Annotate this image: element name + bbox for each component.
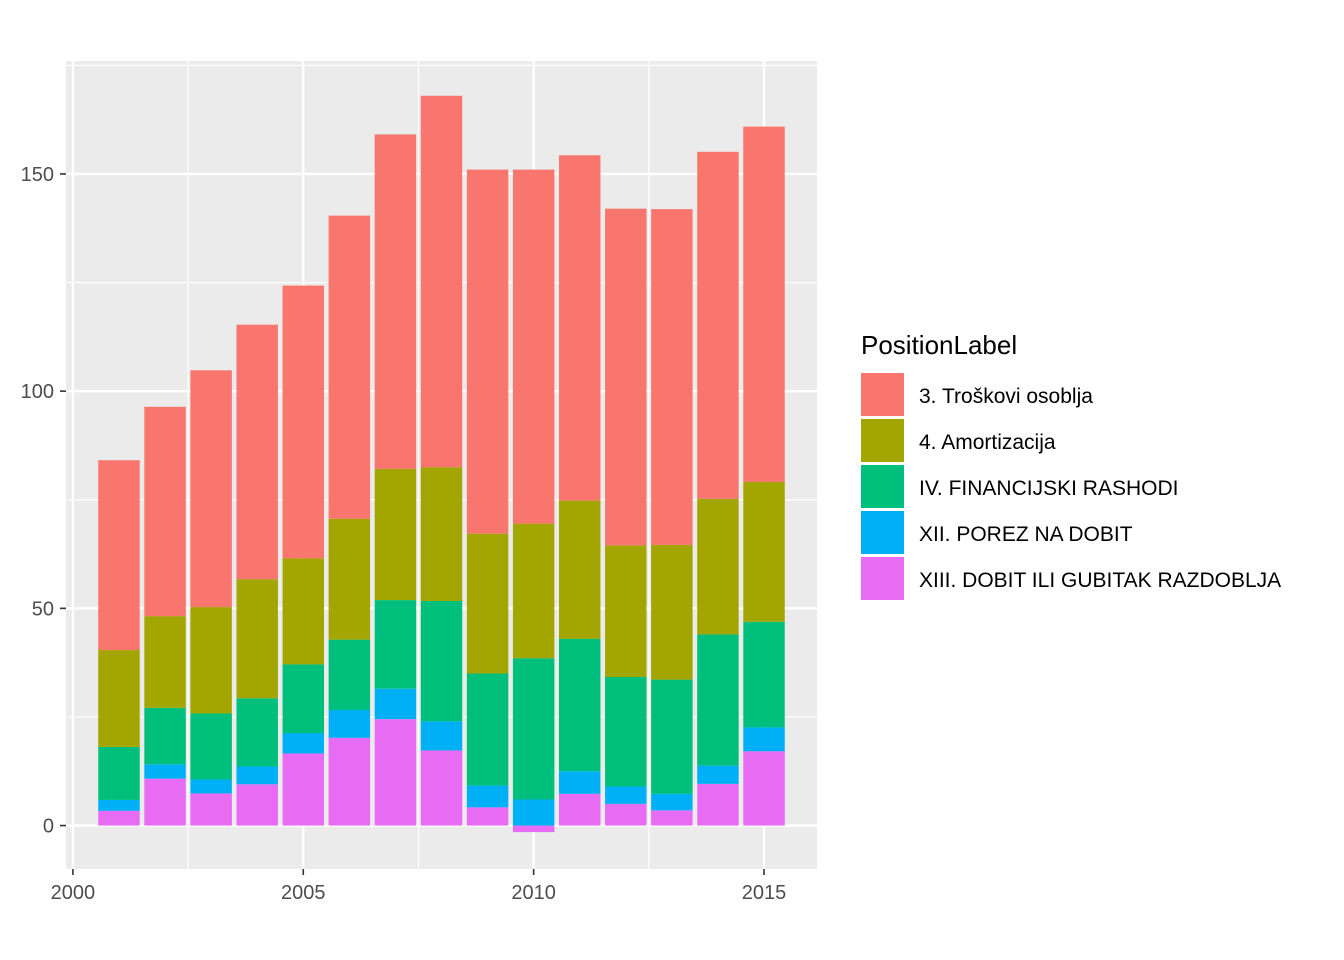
legend-label: XIII. DOBIT ILI GUBITAK RAZDOBLJA bbox=[919, 569, 1281, 592]
bar-segment bbox=[236, 324, 278, 580]
bar-segment bbox=[605, 786, 647, 804]
bar-segment bbox=[420, 600, 463, 722]
bar-segment bbox=[558, 771, 601, 794]
bar-segment bbox=[190, 779, 232, 794]
legend-swatch bbox=[861, 419, 904, 462]
y-tick-label: 150 bbox=[21, 164, 54, 186]
bar-segment bbox=[697, 765, 739, 784]
bar-segment bbox=[558, 500, 601, 639]
legend-swatch bbox=[861, 373, 904, 416]
bar-segment bbox=[420, 721, 463, 751]
bar-segment bbox=[144, 778, 186, 826]
bar-segment bbox=[282, 285, 325, 559]
x-tick-label: 2015 bbox=[742, 882, 787, 904]
bar-segment bbox=[420, 95, 463, 468]
bar-segment bbox=[466, 169, 509, 534]
bar-segment bbox=[651, 209, 693, 545]
bar-segment bbox=[466, 533, 509, 674]
bar-segment bbox=[651, 810, 693, 826]
bar-segment bbox=[282, 558, 325, 665]
bar-segment bbox=[236, 766, 278, 785]
y-axis: 0 50 100 150 bbox=[21, 164, 66, 838]
bar-segment bbox=[328, 639, 371, 711]
bar-segment bbox=[605, 676, 647, 787]
bar-segment bbox=[236, 579, 278, 699]
legend-title: PositionLabel bbox=[861, 330, 1017, 360]
x-axis: 2000 2005 2010 2015 bbox=[51, 869, 787, 904]
bar-segment bbox=[743, 481, 785, 622]
bar-segment bbox=[512, 523, 555, 659]
bar-segment bbox=[98, 799, 140, 811]
bar-segment bbox=[697, 783, 739, 826]
bar-segment bbox=[374, 719, 417, 826]
bar-segment bbox=[605, 803, 647, 826]
bar-segment bbox=[512, 169, 555, 524]
bar-segment bbox=[98, 460, 140, 651]
legend-label: 4. Amortizacija bbox=[919, 431, 1056, 454]
legend-label: XII. POREZ NA DOBIT bbox=[919, 523, 1133, 546]
bar-segment bbox=[466, 807, 509, 826]
x-tick-label: 2000 bbox=[51, 882, 96, 904]
bar-segment bbox=[374, 134, 417, 469]
legend-label: IV. FINANCIJSKI RASHODI bbox=[919, 477, 1178, 500]
bar-segment bbox=[282, 753, 325, 826]
y-tick-label: 50 bbox=[32, 598, 54, 620]
bar-segment bbox=[743, 126, 785, 482]
bar-segment bbox=[651, 679, 693, 794]
bar-segment bbox=[651, 544, 693, 680]
bar-segment bbox=[328, 215, 371, 519]
legend-swatch bbox=[861, 557, 904, 600]
y-tick-label: 100 bbox=[21, 381, 54, 403]
bar-segment bbox=[697, 634, 739, 766]
bar-segment bbox=[605, 545, 647, 677]
bar-segment bbox=[374, 600, 417, 689]
bar-segment bbox=[697, 498, 739, 635]
bar-segment bbox=[282, 733, 325, 754]
bar-segment bbox=[190, 793, 232, 826]
bar-segment bbox=[466, 673, 509, 786]
bar-segment bbox=[420, 750, 463, 826]
bar-segment bbox=[558, 155, 601, 501]
bar-segment bbox=[98, 810, 140, 826]
bar-segment bbox=[743, 751, 785, 826]
bar-segment bbox=[328, 737, 371, 826]
bar-segment bbox=[374, 688, 417, 720]
bar-segment bbox=[512, 799, 555, 826]
legend-label: 3. Troškovi osoblja bbox=[919, 385, 1093, 408]
bar-segment bbox=[236, 784, 278, 826]
bar-segment bbox=[328, 710, 371, 738]
bar-segment bbox=[420, 467, 463, 601]
bar-segment bbox=[144, 707, 186, 765]
bar-segment bbox=[190, 607, 232, 714]
bar-segment bbox=[512, 825, 555, 833]
bar-segment bbox=[743, 621, 785, 728]
bar-segment bbox=[144, 406, 186, 617]
bar-segment bbox=[144, 616, 186, 708]
x-tick-label: 2005 bbox=[281, 882, 326, 904]
bar-segment bbox=[144, 764, 186, 779]
legend: PositionLabel 3. Troškovi osoblja 4. Amor… bbox=[861, 330, 1281, 600]
y-tick-label: 0 bbox=[43, 816, 54, 838]
bar-segment bbox=[236, 698, 278, 767]
bar-segment bbox=[558, 793, 601, 826]
legend-swatch bbox=[861, 511, 904, 554]
bar-segment bbox=[190, 713, 232, 780]
bar-segment bbox=[466, 785, 509, 808]
bar-segment bbox=[512, 658, 555, 800]
bar-segment bbox=[743, 727, 785, 752]
bar-segment bbox=[374, 468, 417, 601]
bar-segment bbox=[697, 151, 739, 499]
bar-segment bbox=[558, 638, 601, 772]
bar-segment bbox=[605, 208, 647, 546]
bar-segment bbox=[328, 518, 371, 640]
bar-segment bbox=[282, 664, 325, 734]
legend-swatch bbox=[861, 465, 904, 508]
bars bbox=[98, 95, 785, 833]
bar-segment bbox=[98, 746, 140, 800]
bar-segment bbox=[98, 650, 140, 747]
x-tick-label: 2010 bbox=[511, 882, 556, 904]
bar-segment bbox=[651, 793, 693, 811]
bar-segment bbox=[190, 370, 232, 608]
